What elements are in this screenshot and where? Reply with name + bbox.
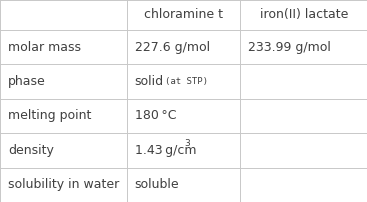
Text: iron(II) lactate: iron(II) lactate xyxy=(259,8,348,21)
Text: density: density xyxy=(8,144,54,157)
Text: 233.99 g/mol: 233.99 g/mol xyxy=(248,41,331,54)
Text: melting point: melting point xyxy=(8,109,91,122)
Text: solid: solid xyxy=(135,75,164,88)
Text: chloramine t: chloramine t xyxy=(144,8,223,21)
Text: (at STP): (at STP) xyxy=(165,77,208,86)
Text: 3: 3 xyxy=(184,139,190,148)
Text: molar mass: molar mass xyxy=(8,41,81,54)
Text: solubility in water: solubility in water xyxy=(8,178,119,191)
Text: soluble: soluble xyxy=(135,178,179,191)
Text: phase: phase xyxy=(8,75,46,88)
Text: 1.43 g/cm: 1.43 g/cm xyxy=(135,144,196,157)
Text: 180 °C: 180 °C xyxy=(135,109,176,122)
Text: 227.6 g/mol: 227.6 g/mol xyxy=(135,41,210,54)
